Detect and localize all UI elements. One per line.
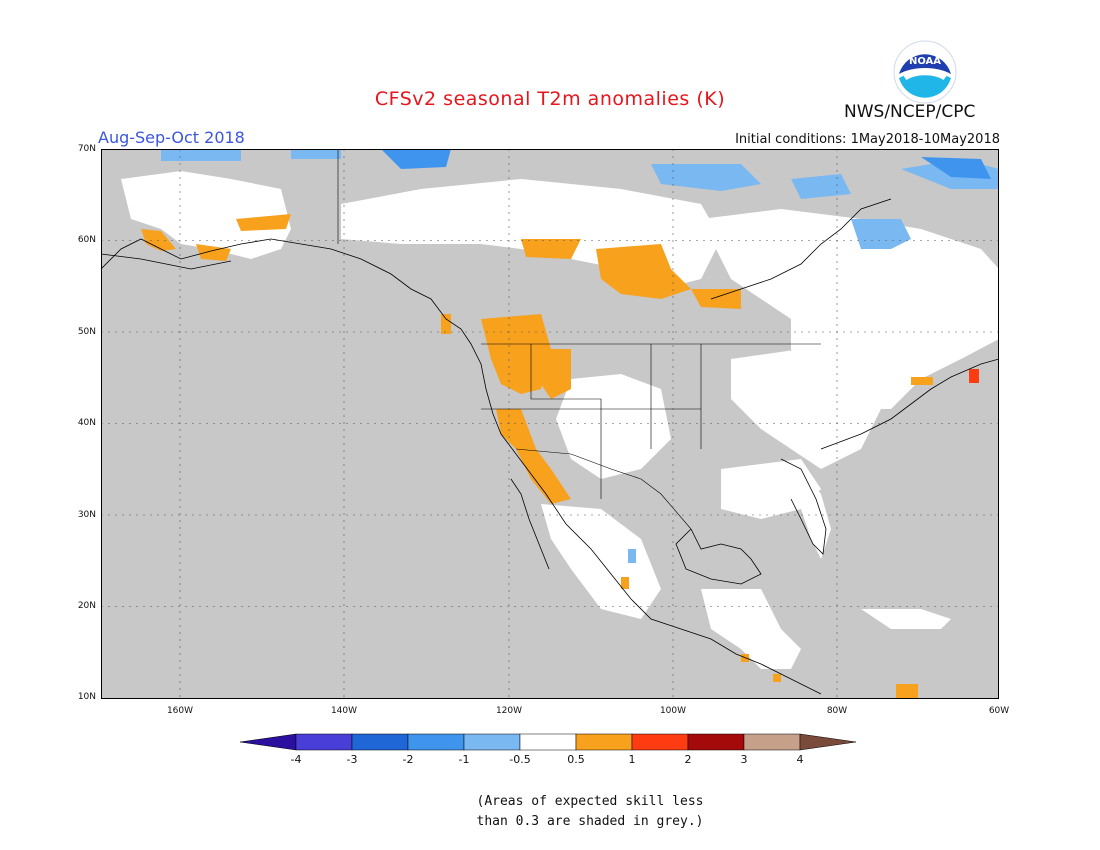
political-boundaries bbox=[337, 149, 821, 530]
legend-tick: 1 bbox=[628, 753, 636, 766]
legend-swatch bbox=[240, 733, 297, 751]
legend-tick: 2 bbox=[684, 753, 692, 766]
legend-swatch bbox=[407, 733, 465, 751]
lat-label-50n: 50N bbox=[77, 327, 96, 337]
color-legend bbox=[240, 733, 857, 751]
graticule bbox=[101, 149, 999, 699]
legend-swatch bbox=[351, 733, 409, 751]
footnote-line-1: (Areas of expected skill less bbox=[476, 794, 704, 809]
lat-label-20n: 20N bbox=[77, 601, 96, 611]
lat-label-30n: 30N bbox=[77, 510, 96, 520]
lon-label-140w: 140W bbox=[330, 706, 358, 716]
legend-swatch bbox=[463, 733, 521, 751]
legend-tick: -3 bbox=[346, 753, 358, 766]
lat-label-60n: 60N bbox=[77, 235, 96, 245]
legend-tick: -1 bbox=[458, 753, 470, 766]
legend-tick: 0.5 bbox=[567, 753, 585, 766]
map-frame bbox=[101, 149, 999, 699]
legend-tick: 3 bbox=[740, 753, 748, 766]
legend-swatch bbox=[519, 733, 577, 751]
initial-conditions: Initial conditions: 1May2018-10May2018 bbox=[735, 132, 1000, 147]
skill-footnote: (Areas of expected skill less than 0.3 a… bbox=[440, 792, 740, 832]
lat-label-10n: 10N bbox=[77, 692, 96, 702]
lat-label-70n: 70N bbox=[77, 144, 96, 154]
lat-label-40n: 40N bbox=[77, 418, 96, 428]
footnote-line-2: than 0.3 are shaded in grey.) bbox=[476, 814, 704, 829]
lon-label-100w: 100W bbox=[659, 706, 687, 716]
noaa-logo: NOAA bbox=[893, 40, 957, 104]
organization-label: NWS/NCEP/CPC bbox=[844, 102, 976, 122]
anomaly-map bbox=[101, 149, 999, 699]
legend-tick: 4 bbox=[796, 753, 804, 766]
lon-label-60w: 60W bbox=[988, 706, 1010, 716]
map-title: CFSv2 seasonal T2m anomalies (K) bbox=[374, 88, 726, 110]
svg-text:NOAA: NOAA bbox=[909, 56, 941, 67]
moderate-negative-anomaly-areas bbox=[381, 149, 991, 179]
positive-anomaly-areas bbox=[141, 214, 933, 699]
lon-label-80w: 80W bbox=[826, 706, 848, 716]
legend-tick: -0.5 bbox=[509, 753, 531, 766]
legend-swatch bbox=[687, 733, 745, 751]
lon-label-120w: 120W bbox=[495, 706, 523, 716]
season-label: Aug-Sep-Oct 2018 bbox=[98, 128, 245, 147]
legend-tick: -2 bbox=[402, 753, 414, 766]
legend-swatch bbox=[631, 733, 689, 751]
coastlines bbox=[101, 198, 999, 695]
strong-positive-anomaly-areas bbox=[969, 369, 979, 383]
legend-swatch bbox=[295, 733, 353, 751]
legend-swatch bbox=[575, 733, 633, 751]
lon-label-160w: 160W bbox=[166, 706, 194, 716]
legend-swatch bbox=[799, 733, 857, 751]
legend-tick: -4 bbox=[290, 753, 302, 766]
legend-swatch bbox=[743, 733, 801, 751]
